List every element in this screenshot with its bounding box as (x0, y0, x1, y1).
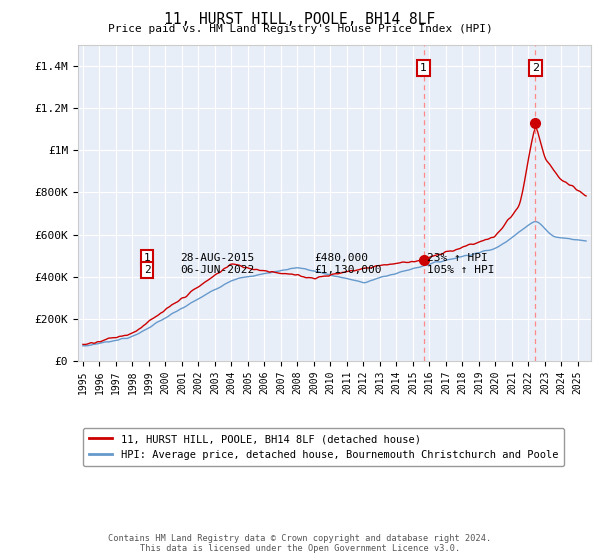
Legend: 11, HURST HILL, POOLE, BH14 8LF (detached house), HPI: Average price, detached h: 11, HURST HILL, POOLE, BH14 8LF (detache… (83, 428, 565, 466)
Text: 28-AUG-2015: 28-AUG-2015 (181, 253, 255, 263)
Text: 2: 2 (532, 63, 539, 73)
Text: 23% ↑ HPI: 23% ↑ HPI (427, 253, 488, 263)
Text: £480,000: £480,000 (314, 253, 368, 263)
Text: Price paid vs. HM Land Registry's House Price Index (HPI): Price paid vs. HM Land Registry's House … (107, 24, 493, 34)
Text: 1: 1 (420, 63, 427, 73)
Text: Contains HM Land Registry data © Crown copyright and database right 2024.
This d: Contains HM Land Registry data © Crown c… (109, 534, 491, 553)
Text: 105% ↑ HPI: 105% ↑ HPI (427, 265, 494, 275)
Text: 1: 1 (144, 253, 151, 263)
Text: 06-JUN-2022: 06-JUN-2022 (181, 265, 255, 275)
Text: £1,130,000: £1,130,000 (314, 265, 382, 275)
Text: 2: 2 (144, 265, 151, 275)
Text: 11, HURST HILL, POOLE, BH14 8LF: 11, HURST HILL, POOLE, BH14 8LF (164, 12, 436, 27)
